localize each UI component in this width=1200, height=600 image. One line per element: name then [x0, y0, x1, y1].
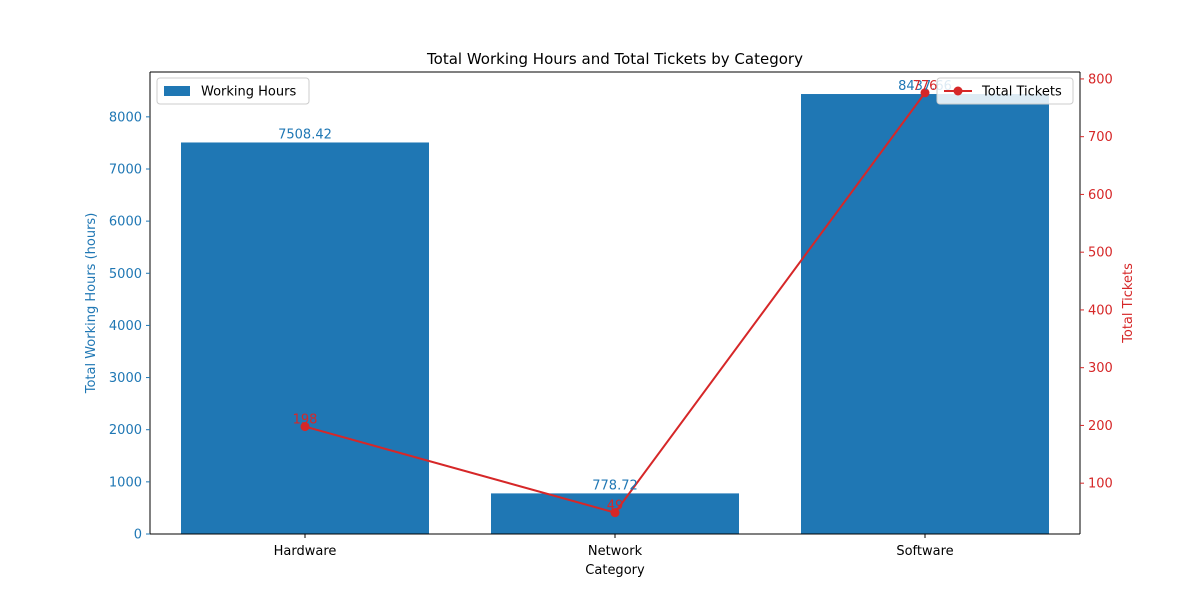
line-legend-marker	[953, 86, 963, 96]
right-tick-label: 800	[1088, 72, 1113, 87]
ticket-value-label: 49	[607, 499, 624, 514]
left-tick-label: 8000	[109, 110, 142, 125]
tickets-point-software	[920, 88, 930, 98]
right-tick-label: 700	[1088, 130, 1113, 145]
x-tick-label: Hardware	[274, 544, 337, 559]
right-tick-label: 400	[1088, 303, 1113, 318]
ticket-value-label: 776	[913, 79, 938, 94]
left-tick-label: 6000	[109, 215, 142, 230]
right-tick-label: 200	[1088, 419, 1113, 434]
tickets-point-hardware	[300, 422, 310, 432]
bar-hardware	[181, 142, 429, 534]
left-tick-label: 2000	[109, 423, 142, 438]
bars-legend-swatch	[164, 86, 190, 96]
bar-software	[801, 94, 1049, 534]
axes-layer: 0 1000 2000 3000 4000 5000 6000 7000 8000 100 200 3…	[109, 71, 1113, 559]
legend-layer: Working Hours Total Tickets	[156, 77, 1074, 105]
left-tick-label: 3000	[109, 371, 142, 386]
bar-value-label: 7508.42	[278, 127, 332, 142]
line-layer	[300, 88, 930, 518]
left-axis-title: Total Working Hours (hours)	[84, 213, 99, 395]
right-tick-label: 100	[1088, 477, 1113, 492]
right-axis-title: Total Tickets	[1121, 263, 1136, 344]
left-tick-label: 5000	[109, 267, 142, 282]
x-tick-label: Software	[896, 544, 953, 559]
left-tick-label: 0	[134, 528, 142, 543]
left-tick-label: 1000	[109, 475, 142, 490]
right-tick-label: 600	[1088, 188, 1113, 203]
ticket-value-label: 198	[293, 413, 318, 428]
line-legend-label: Total Tickets	[981, 85, 1062, 100]
right-tick-label: 300	[1088, 361, 1113, 376]
bars-layer	[181, 94, 1049, 534]
bars-legend-box	[156, 77, 310, 105]
chart-title: Total Working Hours and Total Tickets by…	[426, 50, 803, 68]
bars-legend-label: Working Hours	[201, 85, 296, 100]
x-axis-title: Category	[585, 563, 645, 578]
right-tick-label: 500	[1088, 246, 1113, 261]
left-tick-label: 4000	[109, 319, 142, 334]
line-legend-box	[936, 77, 1074, 105]
left-tick-label: 7000	[109, 162, 142, 177]
bar-value-label: 778.72	[592, 478, 638, 493]
x-tick-label: Network	[588, 544, 643, 559]
tickets-point-network	[610, 508, 620, 518]
